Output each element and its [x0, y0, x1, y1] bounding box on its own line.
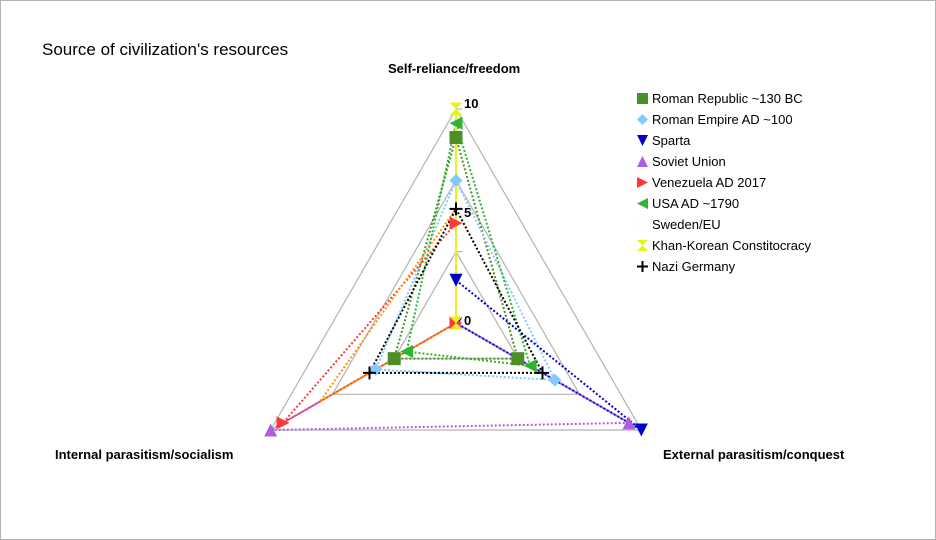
- legend-marker-khan-korean-constitocracy: [637, 240, 648, 251]
- data-point-nazi-germany-0: [449, 202, 463, 216]
- data-point-nazi-germany-2: [363, 366, 377, 380]
- legend-marker-usa-ad-1790: [637, 198, 648, 209]
- axis-label-self-reliance: Self-reliance/freedom: [388, 61, 521, 76]
- axis-label-internal-parasitism: Internal parasitism/socialism: [55, 447, 234, 462]
- legend-item-nazi-germany: Nazi Germany: [636, 256, 811, 277]
- legend-swatch-sparta: [637, 135, 648, 146]
- legend-marker-soviet-union: [637, 156, 648, 167]
- legend-item-usa-ad-1790: USA AD ~1790: [636, 193, 811, 214]
- series-line-venezuela-ad-2017: [282, 220, 457, 424]
- data-point-usa-ad-1790-0: [449, 116, 463, 130]
- series-line-nazi-germany: [367, 206, 545, 374]
- legend-item-venezuela-ad-2017: Venezuela AD 2017: [636, 172, 811, 193]
- series-line-sparta: [455, 278, 642, 431]
- legend-label-sweden-eu: Sweden/EU: [652, 217, 721, 232]
- legend-swatch-usa-ad-1790: [637, 198, 648, 209]
- data-point-roman-republic-130-bc-0: [449, 131, 463, 145]
- data-point-sweden-eu-2: [313, 394, 327, 408]
- grid-ring-10: [269, 107, 643, 431]
- data-point-venezuela-ad-2017-2: [276, 416, 290, 430]
- data-point-soviet-union-2: [264, 423, 278, 437]
- legend-marker-roman-republic-130-bc: [637, 93, 648, 104]
- data-point-roman-republic-130-bc-2: [387, 352, 401, 366]
- grid-ring-5: [331, 179, 581, 395]
- data-point-roman-republic-130-bc-1: [511, 352, 525, 366]
- data-point-khan-korean-constitocracy-0: [449, 102, 463, 116]
- chart-legend: Roman Republic ~130 BC Roman Empire AD ~1…: [636, 88, 811, 277]
- tick-label-5: 5: [464, 205, 472, 220]
- legend-label-khan-korean-constitocracy: Khan-Korean Constitocracy: [652, 238, 811, 253]
- legend-item-khan-korean-constitocracy: Khan-Korean Constitocracy: [636, 235, 811, 256]
- legend-label-roman-republic-130-bc: Roman Republic ~130 BC: [652, 91, 803, 106]
- legend-label-sparta: Sparta: [652, 133, 691, 148]
- data-point-sparta-0: [449, 273, 463, 287]
- data-point-venezuela-ad-2017-0: [449, 216, 463, 230]
- legend-label-usa-ad-1790: USA AD ~1790: [652, 196, 740, 211]
- legend-swatch-khan-korean-constitocracy: [637, 240, 648, 251]
- legend-swatch-roman-empire-ad-100: [637, 114, 648, 125]
- grid-ring-0: [393, 250, 519, 360]
- legend-marker-sweden-eu: [637, 219, 648, 230]
- data-point-roman-empire-ad-100-1: [548, 373, 562, 387]
- data-point-usa-ad-1790-1: [523, 359, 537, 373]
- legend-item-sparta: Sparta: [636, 130, 811, 151]
- legend-swatch-nazi-germany: [637, 261, 648, 272]
- data-point-nazi-germany-1: [535, 366, 549, 380]
- data-point-roman-empire-ad-100-0: [449, 173, 463, 187]
- tick-label-0: 0: [464, 313, 472, 328]
- legend-label-venezuela-ad-2017: Venezuela AD 2017: [652, 175, 767, 190]
- data-point-soviet-union-1: [622, 416, 636, 430]
- legend-marker-nazi-germany: [637, 261, 648, 272]
- legend-item-roman-empire-ad-100: Roman Empire AD ~100: [636, 109, 811, 130]
- legend-swatch-roman-republic-130-bc: [637, 93, 648, 104]
- data-point-sweden-eu-1: [449, 316, 463, 330]
- legend-marker-roman-empire-ad-100: [637, 114, 648, 125]
- legend-label-soviet-union: Soviet Union: [652, 154, 726, 169]
- tick-label-10: 10: [464, 96, 479, 111]
- legend-marker-venezuela-ad-2017: [637, 177, 648, 188]
- chart-title: Source of civilization's resources: [42, 40, 289, 59]
- legend-swatch-venezuela-ad-2017: [637, 177, 648, 188]
- legend-swatch-soviet-union: [637, 156, 648, 167]
- data-point-sparta-1: [634, 423, 648, 437]
- legend-swatch-sweden-eu: [637, 219, 648, 230]
- legend-item-sweden-eu: Sweden/EU: [636, 214, 811, 235]
- legend-item-roman-republic-130-bc: Roman Republic ~130 BC: [636, 88, 811, 109]
- legend-marker-sparta: [637, 135, 648, 146]
- axis-label-external-parasitism: External parasitism/conquest: [663, 447, 845, 462]
- data-point-usa-ad-1790-2: [400, 345, 414, 359]
- legend-label-nazi-germany: Nazi Germany: [652, 259, 736, 274]
- series-line-roman-empire-ad-100: [374, 177, 557, 382]
- legend-label-roman-empire-ad-100: Roman Empire AD ~100: [652, 112, 793, 127]
- legend-item-soviet-union: Soviet Union: [636, 151, 811, 172]
- data-point-khan-korean-constitocracy-2: [449, 316, 463, 330]
